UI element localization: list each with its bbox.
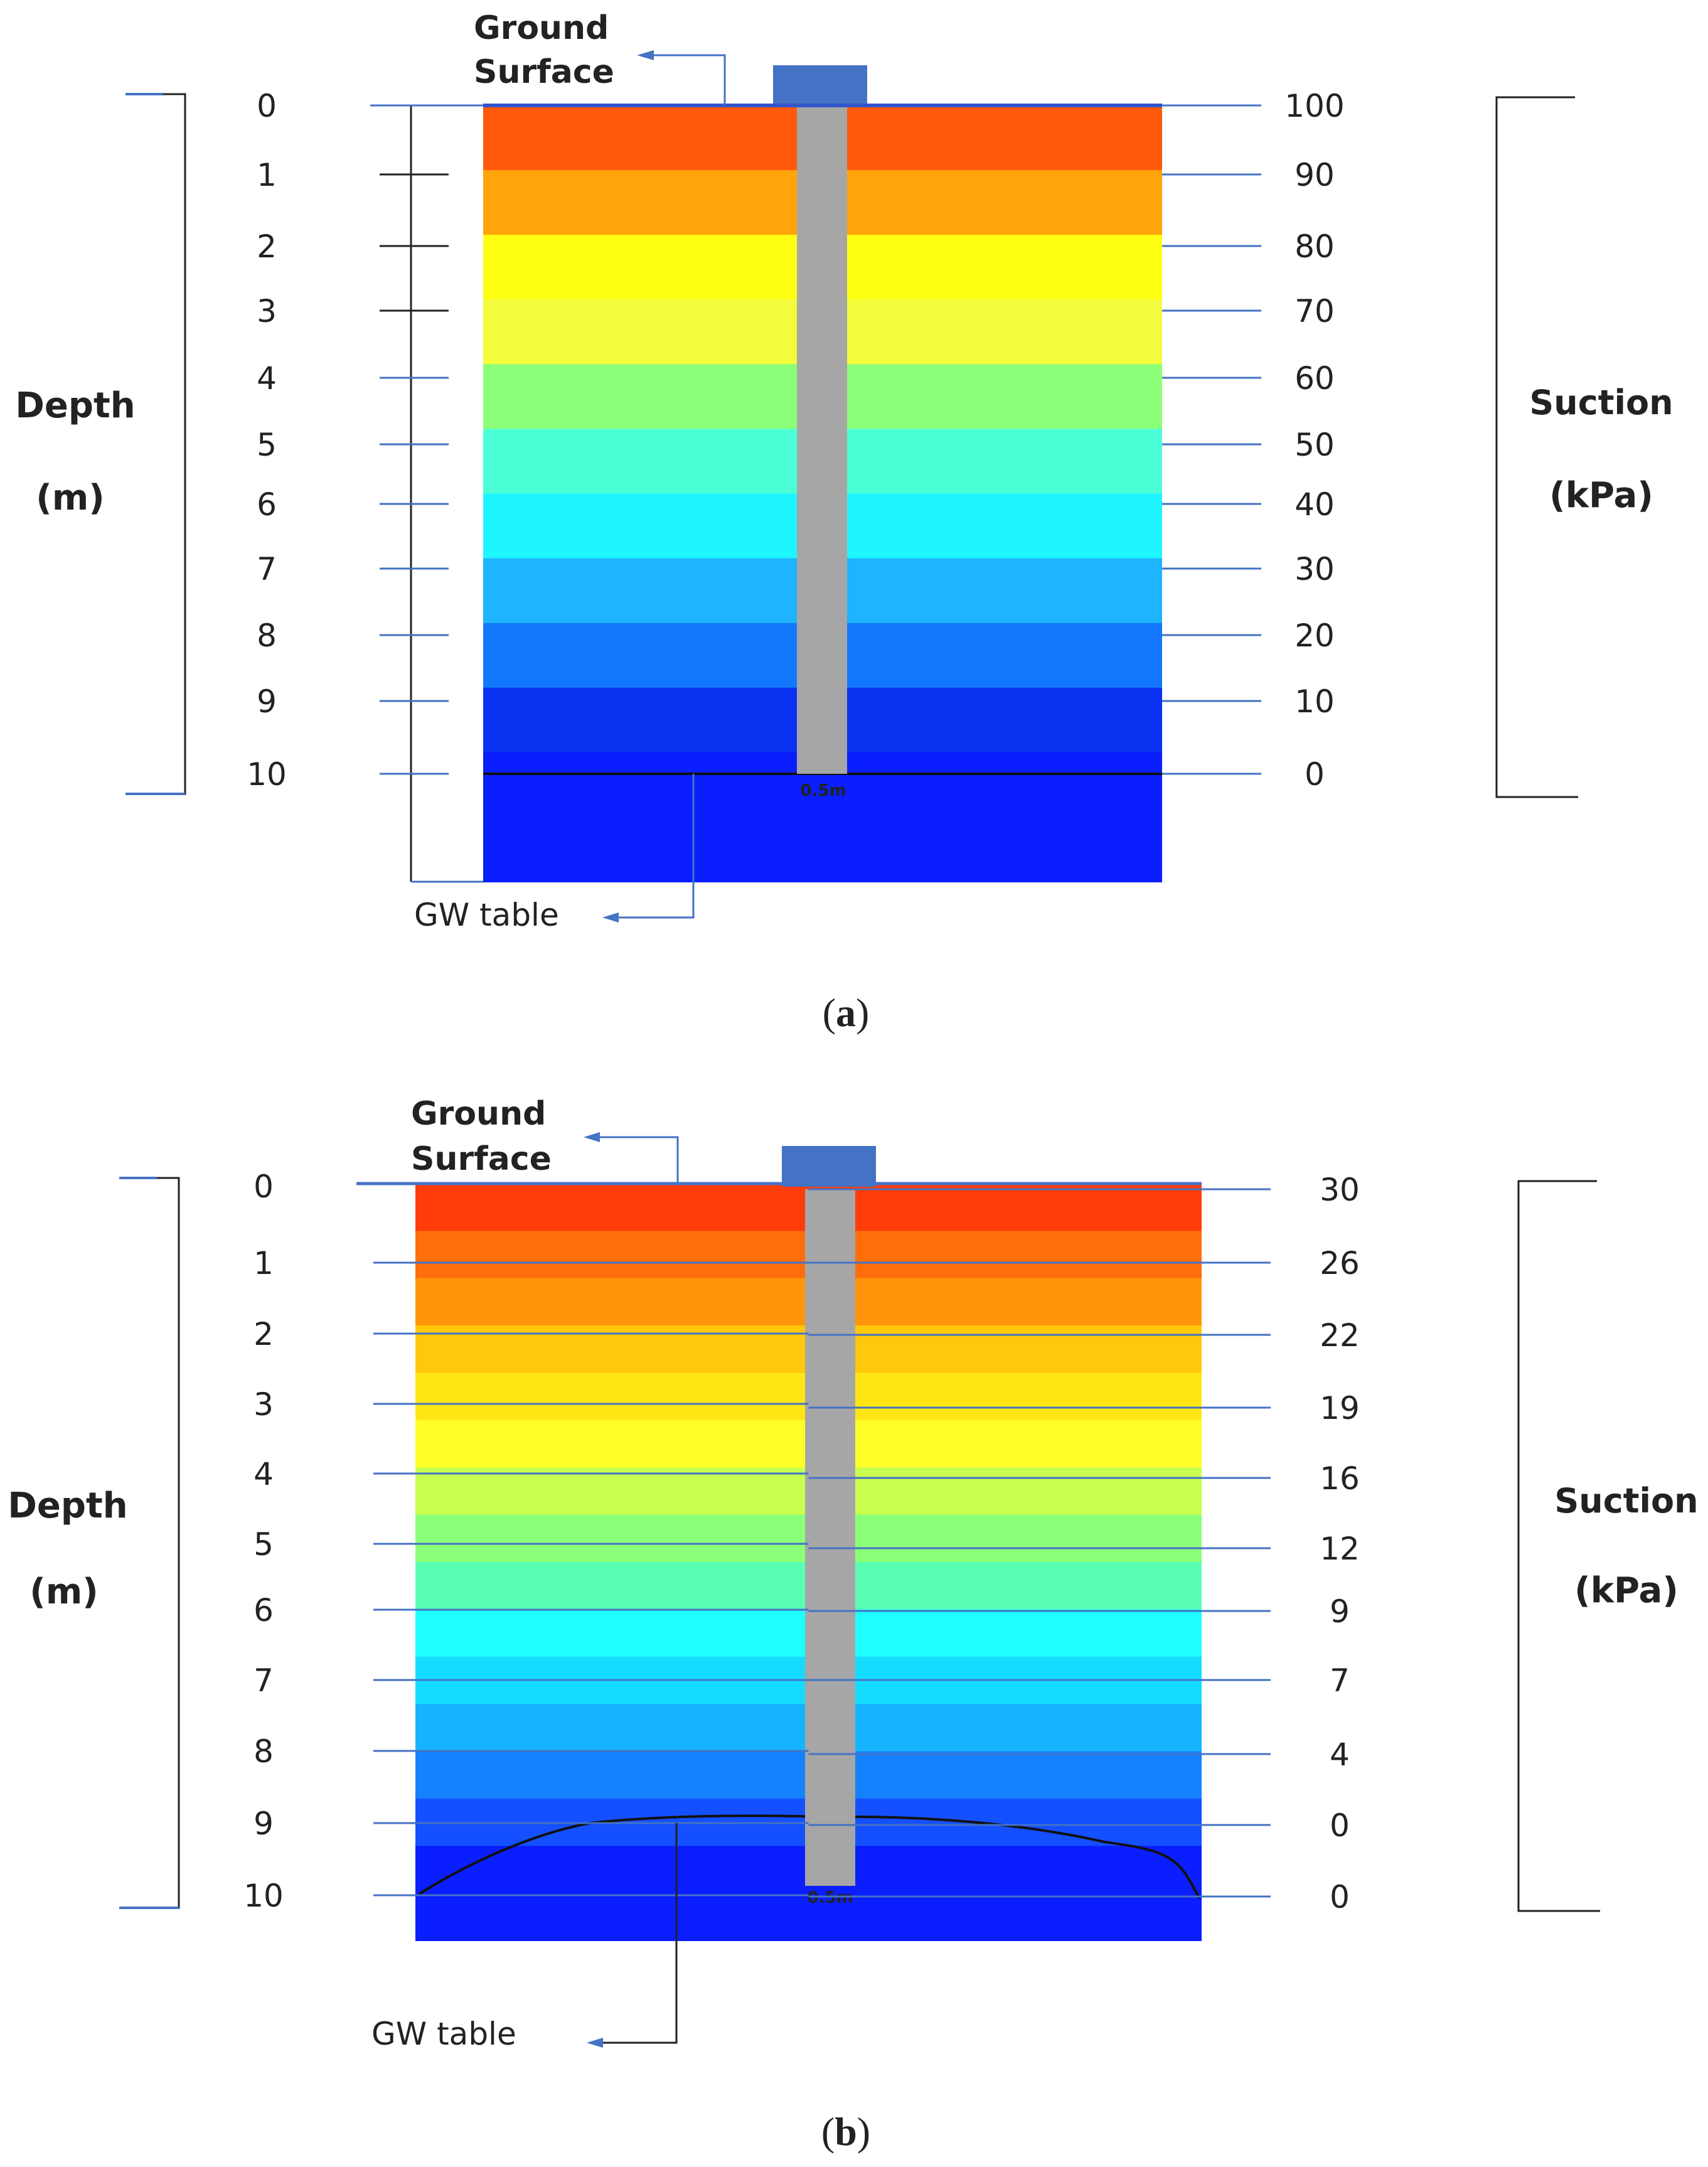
gw-table-leader-b — [602, 1823, 678, 2044]
gw-table-label-b: GW table — [371, 2016, 516, 2052]
depth-tick-label: 4 — [254, 1456, 274, 1492]
suction-tick-label: 40 — [1294, 486, 1335, 523]
suction-ticks-b: 30 26 22 19 16 12 9 7 4 0 0 — [808, 1172, 1360, 1915]
suction-tick-label: 22 — [1320, 1317, 1360, 1354]
suction-tick-label: 20 — [1294, 618, 1335, 654]
suction-tick-label: 0 — [1330, 1807, 1350, 1844]
suction-tick-label: 0 — [1330, 1879, 1350, 1915]
suction-tick-label: 10 — [1294, 683, 1335, 720]
depth-tick-label: 7 — [254, 1662, 274, 1699]
suction-tick-label: 16 — [1320, 1460, 1360, 1497]
depth-tick-label: 10 — [247, 756, 287, 793]
depth-ticks-b: 0 1 2 3 4 5 6 7 8 9 10 — [243, 1169, 809, 1914]
depth-label-a-line2: (m) — [36, 478, 105, 518]
gw-table-arrow-a — [602, 912, 619, 923]
ground-surface-leader-a — [653, 54, 726, 105]
ground-surface-arrow-a — [637, 50, 654, 60]
suction-tick-label: 30 — [1294, 551, 1335, 587]
depth-label-b-line2: (m) — [29, 1571, 99, 1612]
suction-tick-label: 12 — [1320, 1531, 1360, 1567]
gw-table-arrow-b — [587, 2038, 603, 2048]
caption-b: (b) — [821, 2109, 870, 2154]
depth-tick-label: 10 — [243, 1878, 284, 1914]
suction-label-a-line1: Suction — [1529, 383, 1673, 422]
suction-tick-label: 70 — [1294, 293, 1335, 329]
depth-label-b-line1: Depth — [8, 1485, 127, 1526]
suction-band — [415, 1893, 1202, 1941]
depth-tick-label: 1 — [254, 1245, 274, 1281]
suction-label-a-line2: (kPa) — [1549, 475, 1653, 516]
depth-tick-label: 5 — [254, 1526, 274, 1563]
depth-tick-label: 7 — [257, 551, 277, 587]
suction-tick-label: 4 — [1330, 1736, 1350, 1773]
suction-bracket-b — [1517, 1180, 1600, 1912]
suction-tick-label: 19 — [1320, 1390, 1360, 1426]
suction-tick-label: 0 — [1305, 756, 1325, 793]
caption-a: (a) — [823, 990, 870, 1035]
ground-surface-label-b-line1: Ground — [411, 1095, 546, 1133]
gw-table-label-a: GW table — [414, 897, 559, 933]
depth-label-a-line1: Depth — [15, 385, 135, 426]
suction-tick-label: 60 — [1294, 360, 1335, 397]
ground-surface-arrow-b — [584, 1132, 600, 1142]
depth-tick-label: 0 — [257, 88, 277, 124]
ground-surface-label-a-line1: Ground — [474, 9, 609, 47]
depth-tick-label: 6 — [257, 486, 277, 523]
caption-a-letter: a — [836, 990, 856, 1035]
depth-tick-label: 0 — [254, 1169, 274, 1205]
suction-tick-label: 100 — [1284, 88, 1344, 124]
suction-tick-label: 90 — [1294, 157, 1335, 193]
depth-tick-label: 2 — [257, 228, 277, 265]
suction-tick-label: 80 — [1294, 228, 1335, 265]
pile-label-a: 0.5m — [800, 781, 846, 800]
depth-bracket-a — [125, 93, 186, 795]
suction-tick-label: 50 — [1294, 427, 1335, 463]
depth-tick-label: 9 — [254, 1806, 274, 1842]
depth-tick-label: 2 — [254, 1316, 274, 1352]
depth-tick-label: 5 — [257, 427, 277, 463]
depth-tick-label: 4 — [257, 360, 277, 397]
caption-b-letter: b — [835, 2109, 857, 2154]
pile-a — [797, 105, 847, 774]
suction-label-b-line1: Suction — [1554, 1481, 1698, 1521]
suction-tick-label: 9 — [1330, 1593, 1350, 1630]
ground-surface-label-b-line2: Surface — [411, 1140, 552, 1178]
depth-tick-label: 1 — [257, 157, 277, 193]
suction-tick-label: 7 — [1330, 1662, 1350, 1699]
depth-ticks-a: 0 1 2 3 4 5 6 7 8 9 10 — [247, 88, 449, 793]
pile-label-b: 0.5m — [807, 1888, 853, 1907]
depth-tick-label: 6 — [254, 1592, 274, 1629]
ground-surface-label-a-line2: Surface — [474, 53, 614, 91]
depth-tick-label: 3 — [257, 293, 277, 329]
depth-tick-label: 9 — [257, 683, 277, 720]
gw-table-leader-a — [618, 774, 695, 919]
depth-tick-label: 3 — [254, 1386, 274, 1423]
pile-cap-a — [773, 65, 867, 104]
ground-surface-leader-b — [599, 1136, 679, 1184]
suction-tick-label: 26 — [1320, 1245, 1360, 1281]
depth-tick-label: 8 — [257, 618, 277, 654]
suction-label-b-line2: (kPa) — [1574, 1570, 1679, 1611]
pile-b — [805, 1189, 855, 1886]
depth-bracket-b — [119, 1177, 180, 1909]
depth-tick-label: 8 — [254, 1733, 274, 1770]
suction-tick-label: 30 — [1320, 1172, 1360, 1208]
suction-band — [483, 816, 1162, 882]
pile-cap-b — [782, 1146, 876, 1187]
suction-bracket-a — [1495, 96, 1578, 798]
